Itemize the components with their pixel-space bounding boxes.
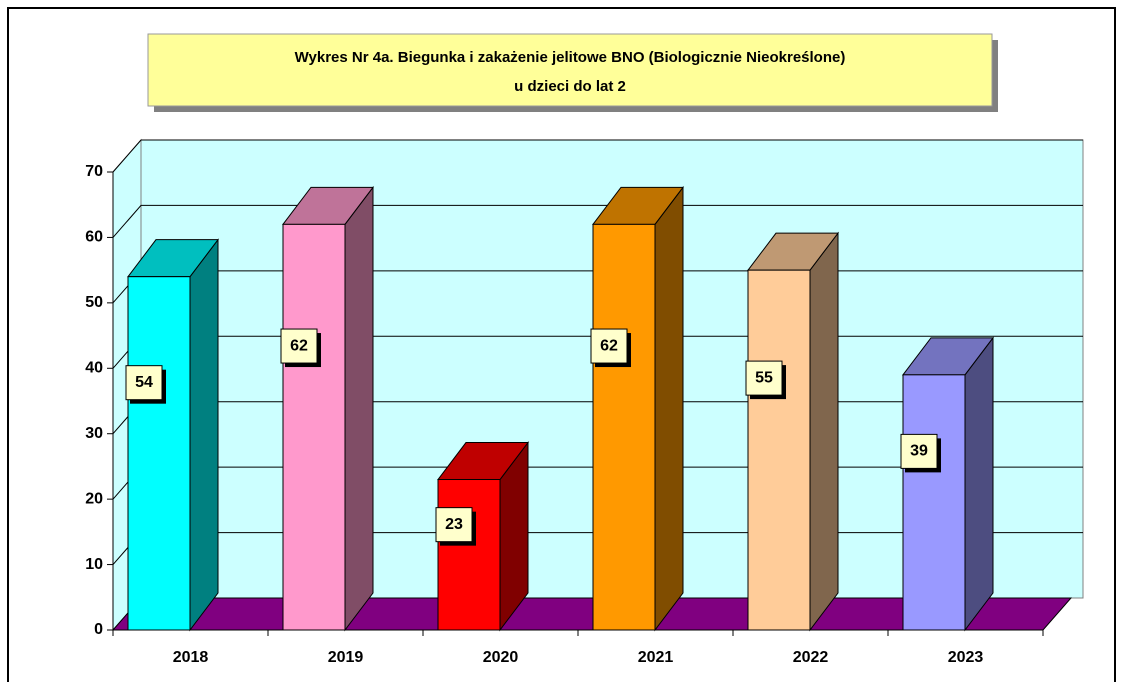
- value-label: 55: [755, 369, 773, 386]
- bar-side: [809, 231, 839, 632]
- x-tick-label: 2018: [173, 649, 209, 666]
- y-tick-label: 10: [85, 556, 103, 573]
- x-tick-label: 2022: [793, 649, 829, 666]
- value-label-box: [280, 328, 318, 364]
- y-tick-label: 70: [85, 163, 103, 180]
- value-label-box: [745, 360, 783, 396]
- chart-subtitle: u dzieci do lat 2: [514, 78, 626, 95]
- bar-side: [189, 238, 219, 632]
- value-label: 62: [600, 337, 618, 354]
- y-tick-label: 20: [85, 490, 103, 507]
- y-tick-label: 50: [85, 294, 103, 311]
- x-tick-label: 2023: [948, 649, 984, 666]
- bar-side: [964, 336, 994, 632]
- value-label: 62: [290, 337, 308, 354]
- value-label-box: [900, 433, 938, 469]
- chart-title: Wykres Nr 4a. Biegunka i zakażenie jelit…: [295, 49, 846, 66]
- value-label: 54: [135, 374, 153, 391]
- value-label-box: [590, 328, 628, 364]
- value-label: 39: [910, 443, 928, 460]
- bar: [902, 374, 966, 631]
- y-tick-label: 40: [85, 360, 103, 377]
- title-box: [147, 33, 993, 107]
- y-tick-label: 30: [85, 425, 103, 442]
- bar: [592, 223, 656, 631]
- value-label-box: [435, 507, 473, 543]
- bar-side: [654, 185, 684, 632]
- grid-line: [112, 139, 1083, 173]
- bar: [127, 276, 191, 631]
- y-tick-label: 60: [85, 229, 103, 246]
- bar-side: [344, 185, 374, 632]
- x-tick-label: 2021: [638, 649, 674, 666]
- y-tick-label: 0: [94, 621, 103, 638]
- bar: [437, 479, 501, 631]
- x-tick-label: 2019: [328, 649, 364, 666]
- value-label-box: [125, 365, 163, 401]
- bar: [282, 223, 346, 631]
- bar: [747, 269, 811, 631]
- grid-line: [112, 204, 1083, 238]
- x-tick-label: 2020: [483, 649, 519, 666]
- value-label: 23: [445, 516, 463, 533]
